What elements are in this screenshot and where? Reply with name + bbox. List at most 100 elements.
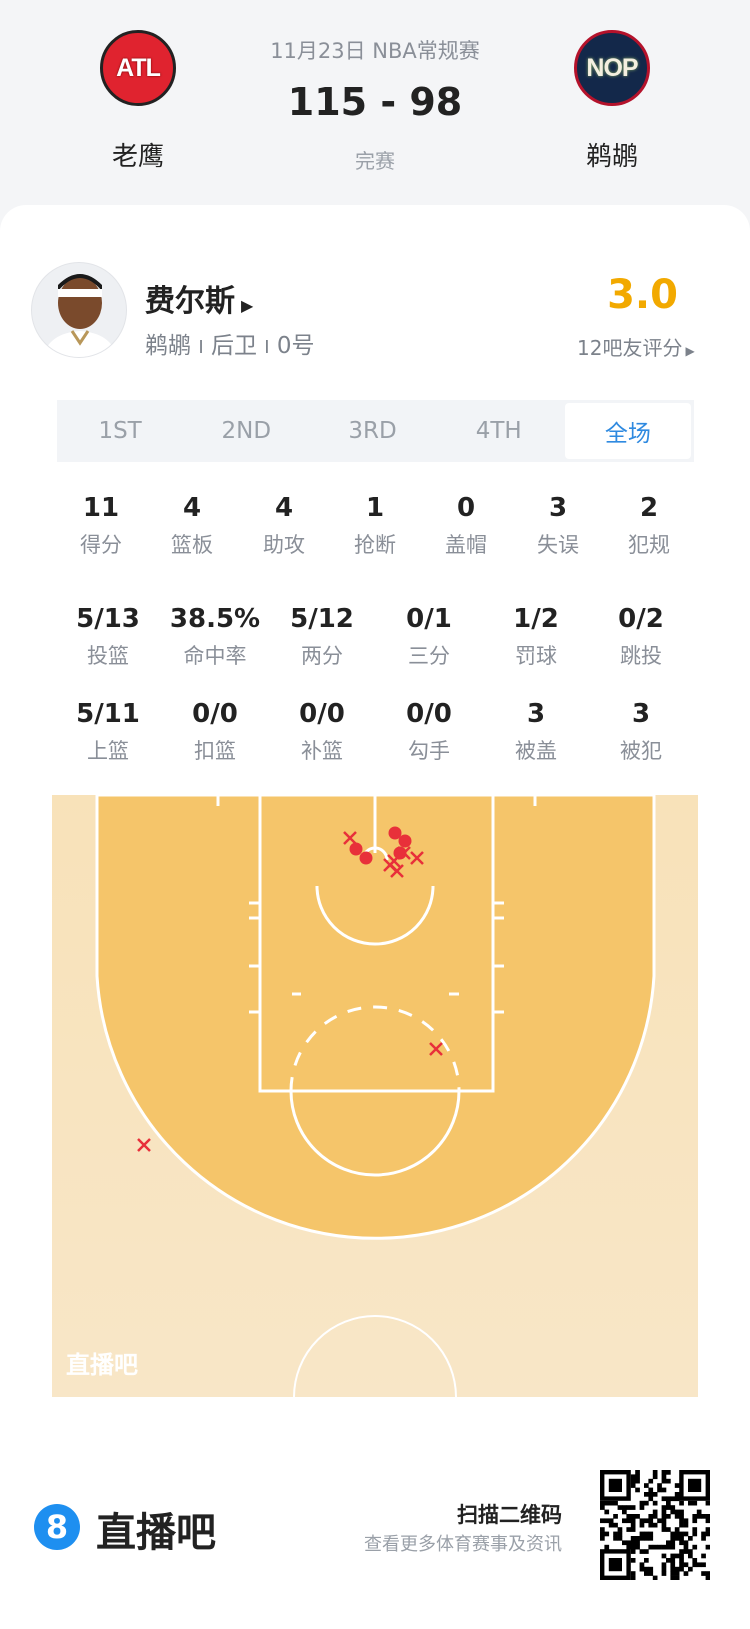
stat-value: 38.5% (169, 604, 261, 634)
caret-right-icon: ▶ (685, 344, 695, 358)
stat-label: 助攻 (263, 533, 305, 557)
tab-4th[interactable]: 4TH (475, 418, 522, 444)
stat-item: 1 抢断 (320, 493, 430, 559)
missed-shot-marker (343, 831, 357, 845)
stat-value: 0/2 (618, 604, 664, 634)
shot-chart: 直播吧 (52, 795, 698, 1397)
stat-item: 3 被盖 (481, 699, 591, 765)
stat-value: 2 (639, 493, 659, 523)
stat-value: 5/11 (76, 699, 140, 729)
stat-label: 抢断 (354, 533, 396, 557)
player-avatar (31, 262, 127, 358)
stat-item: 0/2 跳投 (586, 604, 696, 670)
stat-value: 0/0 (192, 699, 238, 729)
lane-marks (216, 795, 537, 1014)
stat-value: 0/1 (406, 604, 452, 634)
footer-description: 查看更多体育赛事及资讯 (364, 1534, 562, 1555)
player-name-text: 费尔斯 (145, 284, 235, 319)
stat-item: 0/1 三分 (374, 604, 484, 670)
made-shot-marker (398, 834, 412, 848)
player-name[interactable]: 费尔斯 ▶ (145, 276, 253, 320)
qr-code[interactable] (600, 1470, 710, 1580)
stat-label: 罚球 (515, 644, 557, 668)
stat-label: 犯规 (628, 533, 670, 557)
stat-label: 两分 (301, 644, 343, 668)
free-throw-circle-top (289, 1005, 461, 1092)
made-shot-marker (393, 846, 407, 860)
stat-value: 5/13 (76, 604, 140, 634)
match-status: 完赛 (355, 149, 395, 173)
three-point-line (95, 795, 656, 1240)
stat-item: 38.5% 命中率 (160, 604, 270, 670)
made-shot-marker (359, 851, 373, 865)
caret-right-icon: ▶ (241, 296, 254, 315)
free-throw-circle-bottom (289, 1090, 461, 1177)
period-tabs: 1ST 2ND 3RD 4TH 全场 (57, 400, 694, 462)
stat-item: 5/11 上篮 (53, 699, 163, 765)
stat-item: 5/12 两分 (267, 604, 377, 670)
stat-label: 命中率 (183, 644, 247, 668)
stat-item: 2 犯规 (594, 493, 704, 559)
stat-value: 5/12 (290, 604, 354, 634)
stat-item: 11 得分 (46, 493, 156, 559)
missed-shot-marker (383, 858, 397, 872)
stat-value: 3 (548, 493, 568, 523)
stat-label: 跳投 (620, 644, 662, 668)
stat-item: 0/0 扣篮 (160, 699, 270, 765)
stat-label: 篮板 (171, 533, 213, 557)
tab-1st[interactable]: 1ST (98, 418, 142, 444)
center-circle (293, 1315, 457, 1397)
tab-3rd[interactable]: 3RD (348, 418, 397, 444)
stat-value: 4 (274, 493, 294, 523)
stat-item: 4 助攻 (229, 493, 339, 559)
missed-shot-marker (410, 851, 424, 865)
stat-item: 0 盖帽 (411, 493, 521, 559)
stat-item: 0/0 勾手 (374, 699, 484, 765)
stat-label: 上篮 (87, 739, 129, 763)
stat-label: 盖帽 (445, 533, 487, 557)
missed-shot-marker (429, 1042, 443, 1056)
home-team-name: 老鹰 (111, 142, 164, 172)
made-shot-marker (388, 826, 402, 840)
scan-qr-label: 扫描二维码 (457, 1503, 562, 1527)
stat-item: 4 篮板 (137, 493, 247, 559)
stat-label: 被盖 (515, 739, 557, 763)
stat-label: 扣篮 (194, 739, 236, 763)
missed-shot-marker (137, 1138, 151, 1152)
missed-shot-marker (397, 846, 411, 860)
brand-name: 直播吧 (96, 1510, 216, 1556)
stat-value: 4 (182, 493, 202, 523)
stat-value: 0/0 (299, 699, 345, 729)
paint (258, 795, 495, 1093)
stat-value: 3 (631, 699, 651, 729)
stat-item: 0/0 补篮 (267, 699, 377, 765)
stat-value: 1 (365, 493, 385, 523)
brand-logo-icon: 8 (34, 1504, 80, 1550)
restricted-area (315, 885, 435, 946)
stat-value: 3 (526, 699, 546, 729)
stat-label: 投篮 (87, 644, 129, 668)
stat-label: 失误 (537, 533, 579, 557)
away-team-name: 鹈鹕 (585, 142, 638, 172)
stat-value: 0/0 (406, 699, 452, 729)
player-rating: 3.0 (607, 272, 678, 318)
match-date-league: 11月23日 NBA常规赛 (270, 39, 480, 63)
atl-team-logo[interactable]: ATL (100, 30, 176, 106)
stat-item: 3 失误 (503, 493, 613, 559)
watermark: 直播吧 (66, 1351, 138, 1379)
stat-item: 5/13 投篮 (53, 604, 163, 670)
nop-team-logo[interactable]: NOP (574, 30, 650, 106)
stat-label: 被犯 (620, 739, 662, 763)
tab-full-game[interactable]: 全场 (564, 403, 692, 459)
player-info: 鹈鹕 I 后卫 I 0号 (145, 333, 315, 359)
stat-item: 3 被犯 (586, 699, 696, 765)
match-score: 115 - 98 (287, 80, 463, 124)
stat-value: 0 (456, 493, 476, 523)
stat-value: 1/2 (513, 604, 559, 634)
footer (0, 1435, 750, 1629)
stat-item: 1/2 罚球 (481, 604, 591, 670)
made-shot-marker (349, 842, 363, 856)
tab-2nd[interactable]: 2ND (221, 418, 272, 444)
rating-count-link[interactable]: 12吧友评分 ▶ (577, 336, 695, 360)
stat-label: 三分 (408, 644, 450, 668)
